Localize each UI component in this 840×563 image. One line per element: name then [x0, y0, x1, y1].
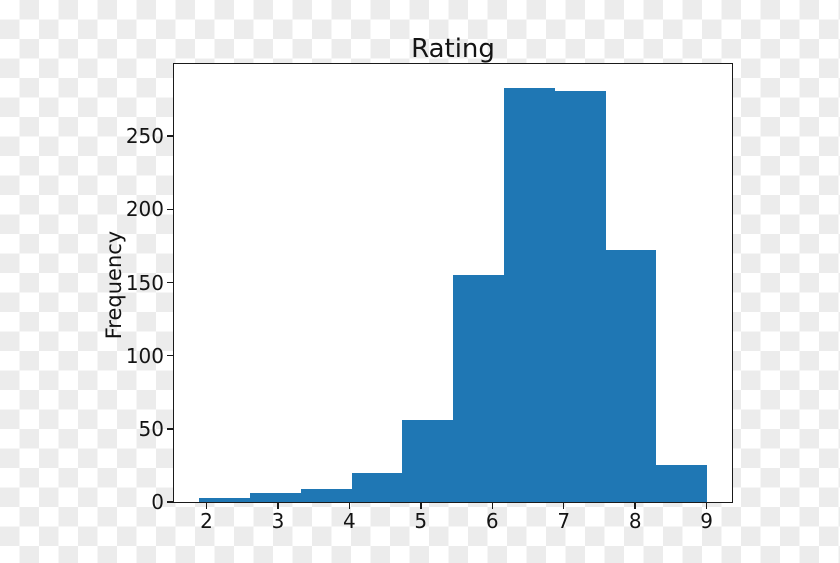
- histogram-bar: [605, 250, 657, 502]
- y-tick-mark: [167, 501, 173, 503]
- histogram-bar: [402, 420, 454, 502]
- histogram-bar: [199, 497, 251, 502]
- x-tick-mark: [205, 503, 208, 509]
- y-tick-mark: [167, 281, 173, 284]
- x-tick-mark: [491, 503, 494, 509]
- y-tick-label: 100: [125, 343, 164, 368]
- x-tick-mark: [277, 503, 279, 509]
- plot-area: [174, 64, 732, 502]
- y-tick-mark: [167, 135, 173, 137]
- x-tick-label: 5: [414, 509, 428, 533]
- x-tick-mark: [562, 503, 565, 509]
- x-tick-label: 6: [485, 509, 499, 533]
- histogram-bar: [503, 87, 555, 502]
- x-tick-label: 2: [200, 509, 213, 533]
- histogram-bar: [453, 275, 505, 502]
- x-tick-label: 9: [700, 509, 713, 533]
- x-tick-label: 3: [271, 509, 285, 533]
- x-tick-mark: [420, 503, 422, 509]
- x-tick-label: 7: [557, 509, 571, 533]
- histogram-bar: [300, 488, 352, 502]
- histogram-bar: [554, 90, 606, 502]
- x-tick-label: 8: [628, 509, 642, 533]
- x-tick-mark: [705, 503, 708, 509]
- y-tick-label: 50: [138, 416, 164, 441]
- y-tick-label: 0: [151, 490, 164, 514]
- histogram-bar: [250, 493, 302, 502]
- y-tick-label: 250: [125, 124, 164, 149]
- chart-title: Rating: [411, 34, 495, 64]
- x-tick-mark: [348, 503, 351, 509]
- y-tick-label: 150: [125, 270, 164, 295]
- histogram-bar: [655, 465, 707, 502]
- y-axis-label: Frequency: [102, 230, 126, 340]
- y-tick-label: 200: [125, 197, 164, 222]
- y-tick-mark: [167, 354, 173, 357]
- histogram-bar: [351, 472, 403, 502]
- x-tick-label: 4: [343, 509, 356, 533]
- x-tick-mark: [634, 503, 636, 509]
- y-tick-mark: [167, 428, 173, 430]
- y-tick-mark: [167, 208, 173, 211]
